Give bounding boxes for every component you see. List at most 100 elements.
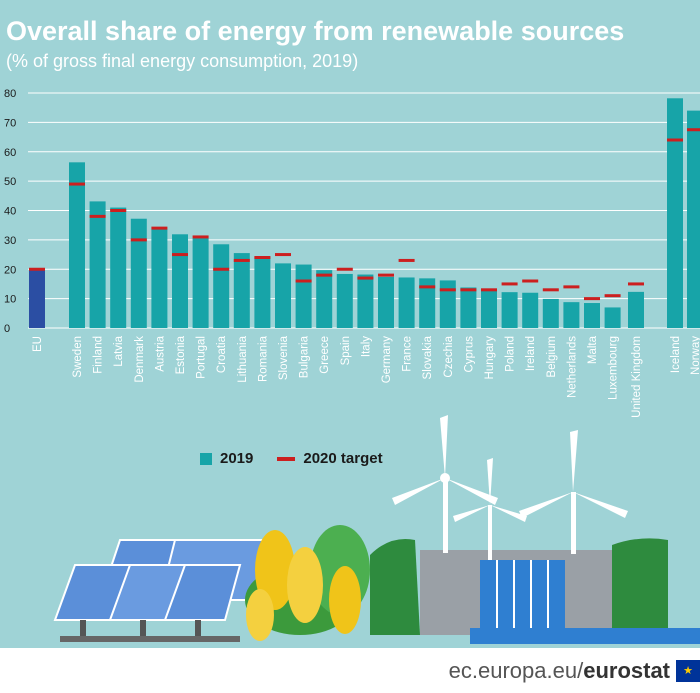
x-tick-label: Sweden (72, 336, 84, 378)
bar-poland (501, 292, 518, 328)
x-tick-label: Luxembourg (608, 336, 620, 400)
footer-brand: eurostat (583, 658, 670, 683)
target-marker-latvia (110, 209, 127, 212)
target-marker-luxembourg (604, 294, 621, 298)
bar-eu (29, 270, 45, 328)
legend: 2019 2020 target (200, 450, 383, 467)
y-tick-label: 0 (4, 323, 10, 335)
target-marker-eu (29, 267, 45, 271)
y-tick-label: 10 (4, 294, 16, 306)
x-tick-label: Finland (93, 336, 105, 374)
x-tick-label: Norway (690, 336, 700, 375)
bar-spain (336, 273, 353, 328)
y-tick-label: 30 (4, 235, 16, 247)
footer-link[interactable]: ec.europa.eu/eurostat (449, 658, 670, 684)
target-marker-lithuania (233, 258, 250, 262)
bar-sweden (69, 162, 85, 328)
y-tick-label: 60 (4, 147, 16, 159)
x-tick-label: Lithuania (237, 335, 249, 382)
bar-slovakia (419, 278, 436, 328)
renewables-illustration (53, 415, 700, 644)
legend-label-target: 2020 target (303, 450, 383, 467)
bar-portugal (192, 238, 209, 328)
y-tick-label: 50 (4, 176, 16, 188)
bar-cyprus (460, 287, 477, 328)
y-tick-label: 40 (4, 206, 16, 218)
x-tick-label: Bulgaria (299, 335, 311, 378)
target-marker-estonia (172, 253, 188, 257)
x-tick-label: Netherlands (566, 336, 578, 398)
target-marker-united-kingdom (628, 282, 644, 286)
x-tick-label: Hungary (484, 336, 496, 380)
x-tick-label: Denmark (134, 336, 146, 383)
target-marker-denmark (130, 238, 147, 242)
bar-czechia (439, 280, 456, 328)
target-marker-czechia (439, 288, 456, 292)
target-marker-portugal (192, 235, 209, 239)
x-tick-label: Slovakia (422, 335, 434, 379)
x-tick-label: Croatia (216, 335, 228, 373)
bar-france (398, 277, 415, 328)
x-tick-label: Iceland (670, 336, 682, 373)
hydro-dam-icon (370, 538, 700, 644)
bar-denmark (130, 218, 147, 328)
target-marker-bulgaria (295, 279, 312, 283)
bar-italy (357, 274, 374, 328)
target-marker-hungary (481, 288, 497, 292)
target-marker-belgium (542, 288, 559, 292)
y-tick-label: 20 (4, 264, 16, 276)
target-marker-norway (687, 128, 700, 132)
wind-turbines-icon (392, 415, 628, 560)
bar-austria (151, 229, 168, 328)
target-marker-austria (151, 226, 168, 230)
x-tick-label: Poland (505, 336, 517, 372)
bar-croatia (213, 244, 230, 328)
bar-romania (254, 256, 271, 328)
target-marker-poland (501, 282, 518, 286)
biomass-plants-icon (245, 525, 370, 641)
y-tick-label: 80 (4, 88, 16, 100)
x-tick-label: Italy (360, 336, 372, 357)
x-tick-label: Spain (340, 336, 352, 365)
target-marker-sweden (69, 182, 85, 186)
legend-item-2019: 2019 (200, 450, 253, 467)
x-tick-label: Belgium (546, 336, 558, 378)
bar-hungary (481, 290, 497, 328)
x-tick-label: Germany (381, 336, 393, 384)
footer-domain: ec.europa.eu/ (448, 658, 584, 683)
target-marker-italy (357, 276, 374, 280)
bar-slovenia (275, 263, 291, 328)
legend-label-2019: 2019 (220, 450, 254, 467)
x-tick-label: Romania (257, 335, 269, 382)
bar-iceland (667, 98, 683, 328)
target-marker-romania (254, 256, 271, 259)
target-marker-spain (336, 267, 353, 271)
bar-chart: 0 10 20 30 40 50 60 70 80 EU Sweden Finland Latvia D… (4, 88, 700, 418)
target-marker-slovakia (419, 285, 436, 289)
bar-netherlands (563, 302, 580, 328)
bar-estonia (172, 234, 188, 328)
x-tick-label: Cyprus (463, 336, 475, 373)
x-tick-label: Austria (154, 335, 166, 371)
x-tick-label: EU (32, 336, 44, 352)
target-marker-finland (89, 214, 106, 218)
target-marker-france (398, 258, 415, 262)
y-tick-label: 70 (4, 117, 16, 129)
bar-ireland (522, 292, 539, 328)
chart-subtitle: (% of gross final energy consumption, 20… (6, 51, 359, 71)
legend-item-target: 2020 target (277, 450, 383, 467)
target-marker-slovenia (275, 253, 291, 257)
x-tick-label: Portugal (196, 336, 208, 379)
solar-panels-icon (53, 539, 277, 642)
x-tick-label: Malta (587, 335, 599, 364)
bar-belgium (542, 298, 559, 328)
x-tick-label: Greece (319, 336, 331, 374)
target-marker-germany (378, 273, 394, 277)
bar-greece (316, 270, 333, 328)
target-marker-malta (584, 297, 600, 301)
x-tick-label: United Kingdom (631, 336, 643, 418)
target-marker-cyprus (460, 288, 477, 292)
legend-swatch-2019 (200, 452, 212, 465)
eu-flag-icon: ★ (676, 660, 700, 682)
bar-norway (687, 110, 700, 328)
